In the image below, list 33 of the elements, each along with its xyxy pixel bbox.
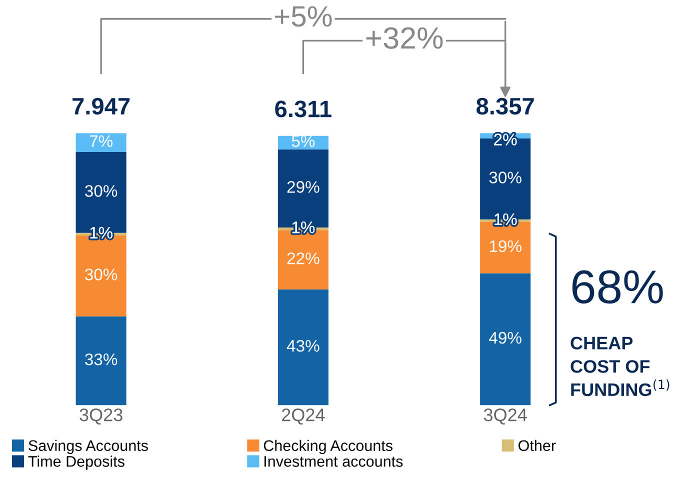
legend-label: Savings Accounts [28,440,148,454]
bar [76,133,126,152]
data-label: 30% [489,172,522,184]
data-label: 30% [85,268,118,280]
data-label: 33% [85,353,118,366]
bar [278,289,328,406]
x-tick-label: 3Q24 [484,408,527,425]
x-tick-label: 3Q23 [80,408,122,425]
data-label: 5% [292,135,315,148]
annotation: 6.311 [275,100,332,118]
data-label: 29% [287,181,320,193]
legend-label: Other [518,440,556,452]
data-label: 43% [286,340,320,352]
data-label: 22% [287,252,320,264]
legend-label: Time Deposits [28,456,124,470]
data-label: 19% [490,240,522,252]
annotation: 68% [572,270,663,304]
legend-label: Investment accounts [264,456,403,467]
data-label: 1% [494,213,517,226]
text: +32% [366,27,443,49]
data-label: 1% [90,226,113,239]
annotation: CHEAP COST OF FUNDING$^{(1)}$ [570,336,670,396]
bar [76,316,126,406]
data-label: 2% [494,134,517,146]
data-label: 49% [489,332,522,344]
data-label: 7% [90,135,113,147]
bar [480,273,531,406]
annotation: 7.947 [72,98,130,115]
text: +5% [275,6,332,27]
legend-label: Checking Accounts [264,440,392,454]
annotation: 8.357 [476,98,534,115]
x-tick-label: 2Q24 [282,408,325,425]
data-label: 30% [85,185,118,197]
